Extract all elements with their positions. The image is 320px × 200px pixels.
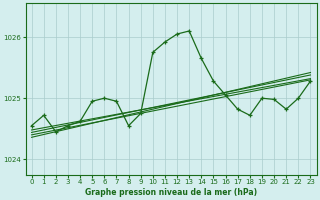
X-axis label: Graphe pression niveau de la mer (hPa): Graphe pression niveau de la mer (hPa) xyxy=(85,188,257,197)
